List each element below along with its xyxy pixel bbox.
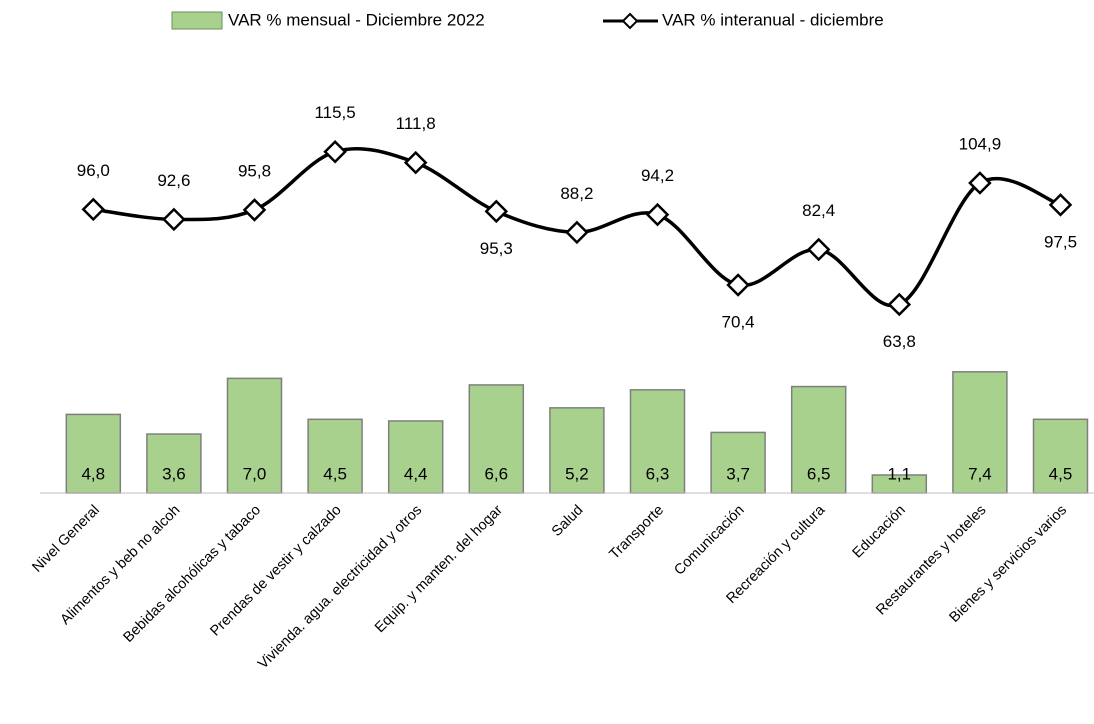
data-label: 6,6 bbox=[484, 464, 508, 483]
bar bbox=[226, 377, 283, 494]
data-label: 3,6 bbox=[162, 464, 186, 483]
data-label: 88,2 bbox=[560, 184, 593, 203]
data-label: 111,8 bbox=[396, 114, 436, 133]
line-marker bbox=[484, 199, 509, 224]
bar bbox=[710, 431, 766, 494]
line-marker bbox=[1048, 193, 1073, 217]
data-label: 63,8 bbox=[883, 332, 916, 351]
bar bbox=[65, 413, 122, 494]
x-tick-label: Comunicación bbox=[671, 502, 747, 578]
line-marker bbox=[81, 197, 106, 222]
data-label: 82,4 bbox=[802, 201, 835, 220]
line-marker bbox=[726, 273, 750, 297]
line-marker bbox=[323, 139, 347, 164]
bar bbox=[549, 407, 605, 494]
x-tick-label: Prendas de vestir y calzado bbox=[207, 502, 344, 639]
x-tick-label: Salud bbox=[549, 502, 587, 540]
x-tick-label: Nivel General bbox=[29, 502, 102, 575]
x-tick-label: Educación bbox=[850, 502, 909, 561]
bar bbox=[1032, 418, 1089, 494]
data-label: 95,3 bbox=[480, 239, 513, 258]
data-label: 96,0 bbox=[77, 161, 110, 180]
data-label: 94,2 bbox=[641, 166, 674, 185]
line-marker bbox=[162, 207, 186, 232]
bar bbox=[629, 389, 686, 494]
line-marker bbox=[887, 292, 912, 317]
legend-swatch-bar bbox=[171, 11, 223, 30]
data-label: 4,4 bbox=[404, 464, 428, 483]
data-label: 115,5 bbox=[314, 103, 355, 122]
data-label: 7,4 bbox=[968, 464, 992, 483]
line-marker bbox=[968, 171, 992, 195]
x-tick-label: Vivienda. agua. electricidad y otros bbox=[255, 502, 425, 672]
x-tick-label: Equip. y manten. del hogar bbox=[372, 502, 506, 636]
data-label: 4,5 bbox=[1049, 464, 1073, 483]
line-marker bbox=[403, 150, 428, 175]
bar bbox=[952, 371, 1008, 494]
x-tick-label: Transporte bbox=[607, 502, 668, 563]
line-marker bbox=[645, 202, 670, 227]
data-label: 70,4 bbox=[722, 312, 755, 331]
bar bbox=[387, 420, 444, 494]
line-marker bbox=[806, 237, 831, 262]
data-label: 5,2 bbox=[565, 464, 589, 483]
line-marker bbox=[242, 198, 267, 222]
data-label: 97,5 bbox=[1044, 232, 1077, 251]
data-label: 1,1 bbox=[887, 464, 911, 483]
legend-label: VAR % interanual - diciembre bbox=[662, 10, 884, 29]
legend-label: VAR % mensual - Diciembre 2022 bbox=[228, 10, 485, 29]
data-label: 4,5 bbox=[323, 464, 347, 483]
data-label: 92,6 bbox=[157, 171, 190, 190]
data-label: 6,5 bbox=[807, 464, 831, 483]
data-label: 95,8 bbox=[238, 161, 271, 180]
x-tick-label: Bebidas alcohólicas y tabaco bbox=[120, 502, 264, 646]
data-label: 104,9 bbox=[959, 135, 1002, 154]
data-label: 4,8 bbox=[81, 464, 105, 483]
data-label: 7,0 bbox=[243, 464, 267, 483]
data-label: 3,7 bbox=[726, 464, 750, 483]
legend-marker bbox=[621, 12, 639, 30]
data-label: 6,3 bbox=[646, 464, 670, 483]
line-marker bbox=[565, 220, 589, 245]
bar bbox=[790, 385, 847, 494]
